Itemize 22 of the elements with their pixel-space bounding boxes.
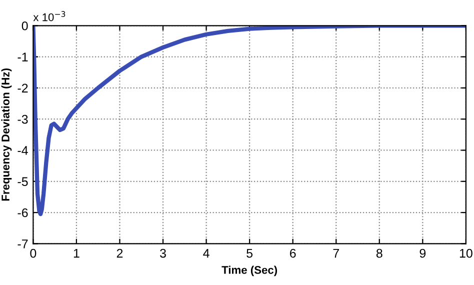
text: x 10$^{−3}$ <box>33 11 66 22</box>
y-tick-label: -7 <box>18 240 28 248</box>
x-axis-title: Time (Sec) <box>222 266 278 276</box>
y-tick-label: 0 <box>22 21 28 30</box>
y-tick-label: -3 <box>18 114 28 124</box>
x-tick-label: 7 <box>333 248 339 258</box>
x-tick-label: 0 <box>30 248 36 258</box>
y-tick-label: -1 <box>18 52 28 62</box>
x-tick-label: 8 <box>376 248 382 258</box>
x-tick-label: 9 <box>420 248 426 258</box>
y-tick-label: -2 <box>18 84 28 92</box>
y-tick-label: -4 <box>18 146 28 155</box>
y-tick-label: -5 <box>18 177 28 186</box>
y-tick-label: -6 <box>18 208 28 218</box>
x-tick-label: 5 <box>246 248 253 258</box>
x-tick-label: 2 <box>116 248 123 258</box>
x-tick-label: 4 <box>203 248 210 258</box>
x-tick-label: 3 <box>160 248 166 258</box>
x-tick-label: 6 <box>290 248 296 258</box>
y-axis-title: Frequency Deviation (Hz) <box>1 68 12 201</box>
x-tick-label: 10 <box>460 248 472 258</box>
x-tick-label: 1 <box>74 248 80 258</box>
